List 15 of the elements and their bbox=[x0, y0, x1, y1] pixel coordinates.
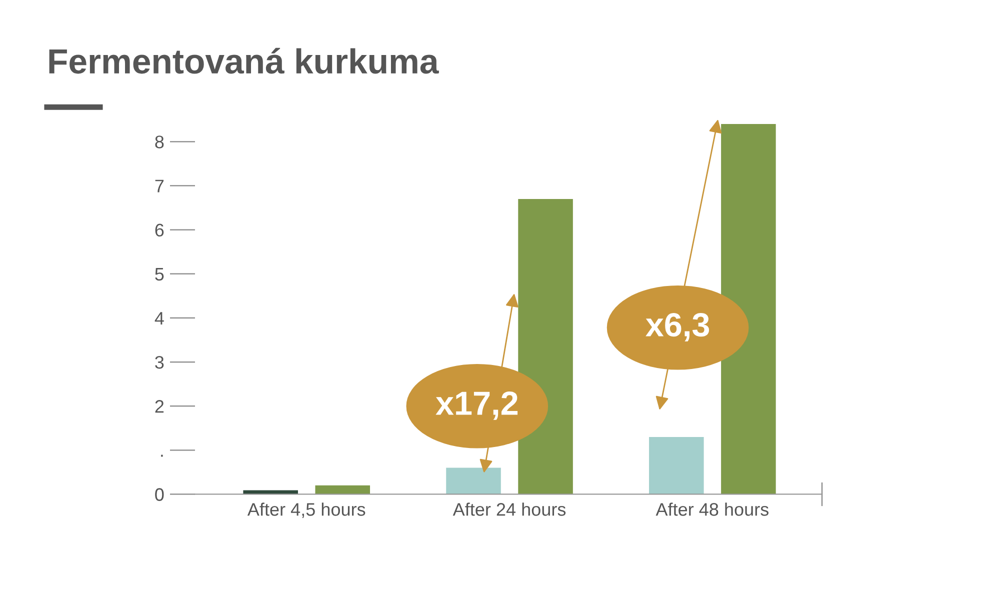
y-tick-label: . bbox=[161, 454, 163, 457]
y-tick-label: 6 bbox=[155, 224, 164, 237]
annotation: x6,3 bbox=[646, 312, 710, 342]
annotation: x17,2 bbox=[436, 391, 518, 420]
x-tick-label: After 24 hours bbox=[452, 502, 566, 516]
chart-title: Fermentovaná kurkuma bbox=[49, 48, 439, 74]
x-tick-label: After 4,5 hours bbox=[247, 502, 366, 518]
y-tick-label: 5 bbox=[155, 268, 164, 281]
x-tick-label: After 48 hours bbox=[656, 502, 768, 516]
y-tick-label: 2 bbox=[155, 400, 164, 413]
y-tick-label: 4 bbox=[154, 312, 164, 324]
y-tick-label: 8 bbox=[155, 136, 164, 148]
y-tick-label: 7 bbox=[155, 180, 164, 192]
y-tick-label: 3 bbox=[155, 356, 164, 369]
y-tick-label: 0 bbox=[155, 488, 164, 501]
